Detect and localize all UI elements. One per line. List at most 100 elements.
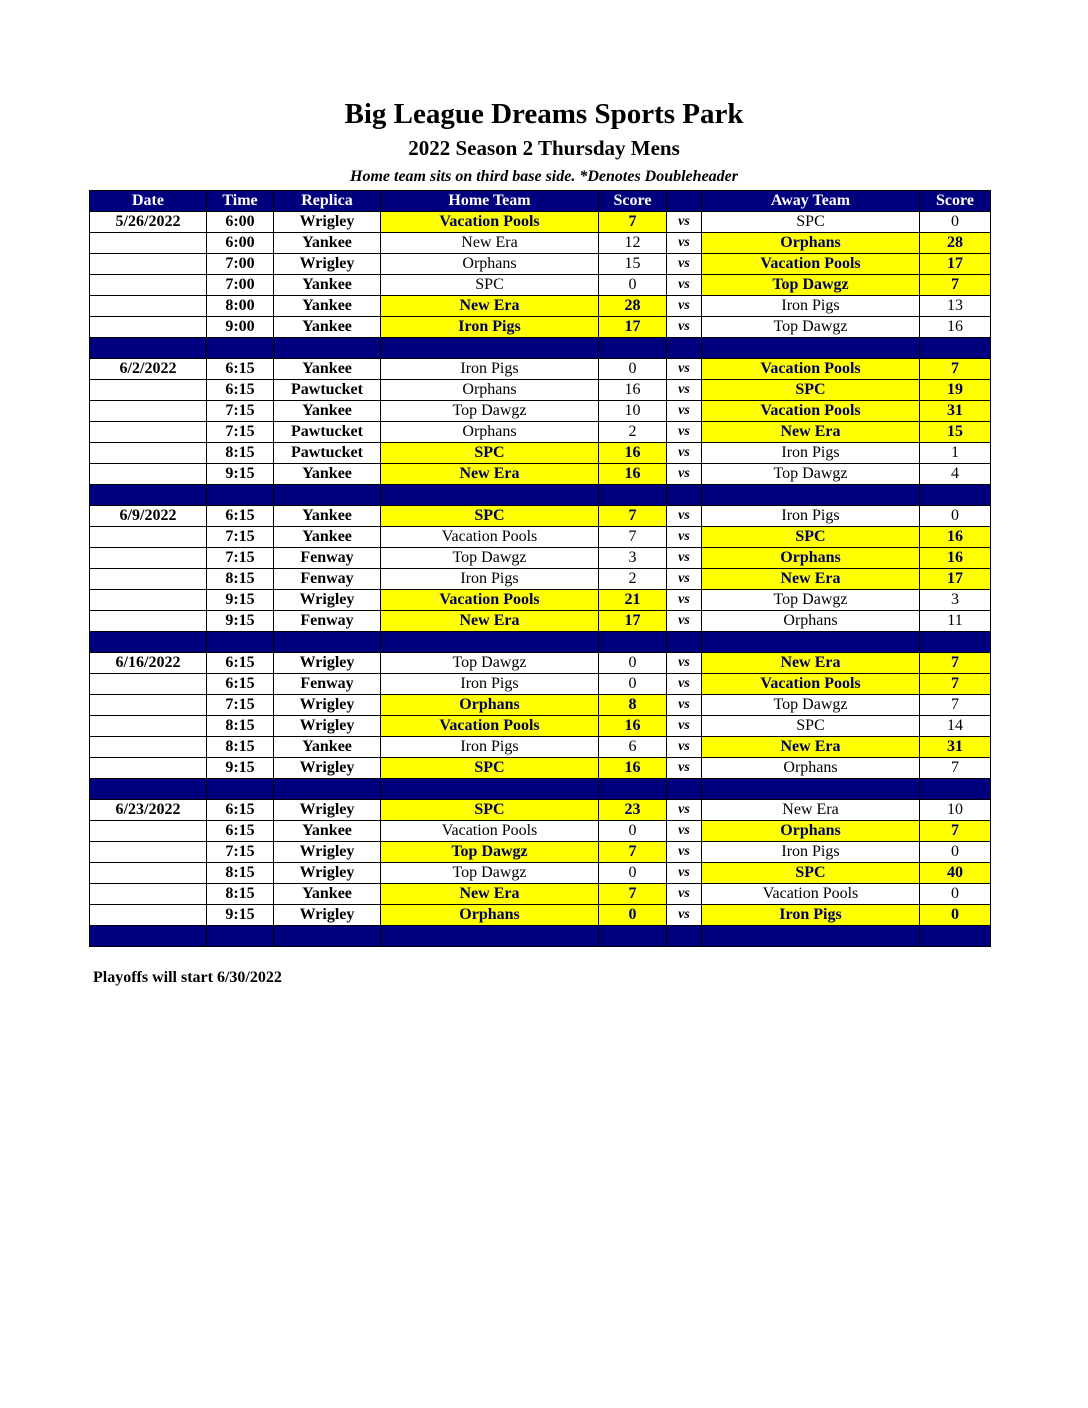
away-team-cell: Iron Pigs xyxy=(701,904,920,926)
away-team-cell: Vacation Pools xyxy=(701,883,920,905)
away-score-cell: 11 xyxy=(919,610,991,632)
week-separator xyxy=(89,337,991,359)
vs-cell: vs xyxy=(666,421,702,443)
away-score-cell: 16 xyxy=(919,547,991,569)
vs-cell: vs xyxy=(666,232,702,254)
separator-cell xyxy=(598,484,667,506)
time-cell: 8:15 xyxy=(206,883,274,905)
home-team-cell: Top Dawgz xyxy=(380,400,599,422)
replica-cell: Yankee xyxy=(273,358,381,380)
home-team-cell: New Era xyxy=(380,883,599,905)
home-score-cell: 23 xyxy=(598,799,667,821)
col-time: Time xyxy=(206,190,274,212)
separator-cell xyxy=(919,337,991,359)
away-team-cell: Vacation Pools xyxy=(701,358,920,380)
home-team-cell: SPC xyxy=(380,505,599,527)
away-team-cell: SPC xyxy=(701,379,920,401)
vs-cell: vs xyxy=(666,736,702,758)
separator-cell xyxy=(666,337,702,359)
home-team-cell: Orphans xyxy=(380,379,599,401)
date-cell xyxy=(89,568,207,590)
game-row: 8:00 Yankee New Era 28 vs Iron Pigs 13 xyxy=(89,295,991,317)
time-cell: 8:15 xyxy=(206,715,274,737)
game-row: 7:15 Yankee Vacation Pools 7 vs SPC 16 xyxy=(89,526,991,548)
replica-cell: Yankee xyxy=(273,505,381,527)
time-cell: 7:15 xyxy=(206,694,274,716)
separator-cell xyxy=(206,484,274,506)
week-separator xyxy=(89,484,991,506)
date-cell xyxy=(89,526,207,548)
time-cell: 6:15 xyxy=(206,358,274,380)
home-score-cell: 2 xyxy=(598,421,667,443)
home-score-cell: 28 xyxy=(598,295,667,317)
home-score-cell: 17 xyxy=(598,610,667,632)
away-score-cell: 0 xyxy=(919,904,991,926)
home-team-cell: SPC xyxy=(380,757,599,779)
replica-cell: Fenway xyxy=(273,610,381,632)
replica-cell: Wrigley xyxy=(273,715,381,737)
date-cell: 6/23/2022 xyxy=(89,799,207,821)
time-cell: 7:00 xyxy=(206,274,274,296)
replica-cell: Yankee xyxy=(273,295,381,317)
date-cell xyxy=(89,757,207,779)
home-team-cell: Iron Pigs xyxy=(380,736,599,758)
replica-cell: Wrigley xyxy=(273,862,381,884)
week-separator xyxy=(89,631,991,653)
home-score-cell: 16 xyxy=(598,463,667,485)
home-score-cell: 8 xyxy=(598,694,667,716)
game-row: 8:15 Wrigley Top Dawgz 0 vs SPC 40 xyxy=(89,862,991,884)
vs-cell: vs xyxy=(666,526,702,548)
away-team-cell: Orphans xyxy=(701,820,920,842)
col-home-team: Home Team xyxy=(380,190,599,212)
time-cell: 6:15 xyxy=(206,505,274,527)
separator-cell xyxy=(919,631,991,653)
home-score-cell: 17 xyxy=(598,316,667,338)
separator-cell xyxy=(380,925,599,947)
game-row: 7:15 Wrigley Orphans 8 vs Top Dawgz 7 xyxy=(89,694,991,716)
game-row: 6/2/2022 6:15 Yankee Iron Pigs 0 vs Vacation P… xyxy=(89,358,991,380)
separator-cell xyxy=(89,631,207,653)
away-score-cell: 13 xyxy=(919,295,991,317)
home-score-cell: 7 xyxy=(598,526,667,548)
time-cell: 8:00 xyxy=(206,295,274,317)
replica-cell: Yankee xyxy=(273,400,381,422)
home-score-cell: 12 xyxy=(598,232,667,254)
date-cell xyxy=(89,253,207,275)
date-cell xyxy=(89,463,207,485)
home-score-cell: 2 xyxy=(598,568,667,590)
date-cell xyxy=(89,400,207,422)
time-cell: 7:15 xyxy=(206,526,274,548)
away-score-cell: 1 xyxy=(919,442,991,464)
away-score-cell: 7 xyxy=(919,652,991,674)
separator-cell xyxy=(206,337,274,359)
home-team-cell: New Era xyxy=(380,610,599,632)
time-cell: 9:15 xyxy=(206,757,274,779)
away-team-cell: Top Dawgz xyxy=(701,589,920,611)
header-row: Date Time Replica Home Team Score Away T… xyxy=(89,190,991,212)
game-row: 8:15 Wrigley Vacation Pools 16 vs SPC 14 xyxy=(89,715,991,737)
game-row: 8:15 Yankee Iron Pigs 6 vs New Era 31 xyxy=(89,736,991,758)
vs-cell: vs xyxy=(666,904,702,926)
time-cell: 9:15 xyxy=(206,904,274,926)
separator-cell xyxy=(273,484,381,506)
schedule-note: Home team sits on third base side. *Deno… xyxy=(350,168,738,185)
separator-cell xyxy=(666,484,702,506)
game-row: 7:15 Yankee Top Dawgz 10 vs Vacation Pools 31 xyxy=(89,400,991,422)
replica-cell: Yankee xyxy=(273,232,381,254)
home-score-cell: 16 xyxy=(598,715,667,737)
date-cell xyxy=(89,841,207,863)
away-score-cell: 4 xyxy=(919,463,991,485)
game-row: 6:15 Fenway Iron Pigs 0 vs Vacation Pools 7 xyxy=(89,673,991,695)
time-cell: 9:15 xyxy=(206,589,274,611)
replica-cell: Wrigley xyxy=(273,211,381,233)
game-row: 6/16/2022 6:15 Wrigley Top Dawgz 0 vs New Era 7 xyxy=(89,652,991,674)
home-score-cell: 16 xyxy=(598,442,667,464)
away-score-cell: 17 xyxy=(919,253,991,275)
date-cell: 6/16/2022 xyxy=(89,652,207,674)
home-score-cell: 0 xyxy=(598,358,667,380)
home-score-cell: 0 xyxy=(598,820,667,842)
away-score-cell: 31 xyxy=(919,736,991,758)
away-score-cell: 15 xyxy=(919,421,991,443)
time-cell: 6:15 xyxy=(206,652,274,674)
away-team-cell: Orphans xyxy=(701,547,920,569)
